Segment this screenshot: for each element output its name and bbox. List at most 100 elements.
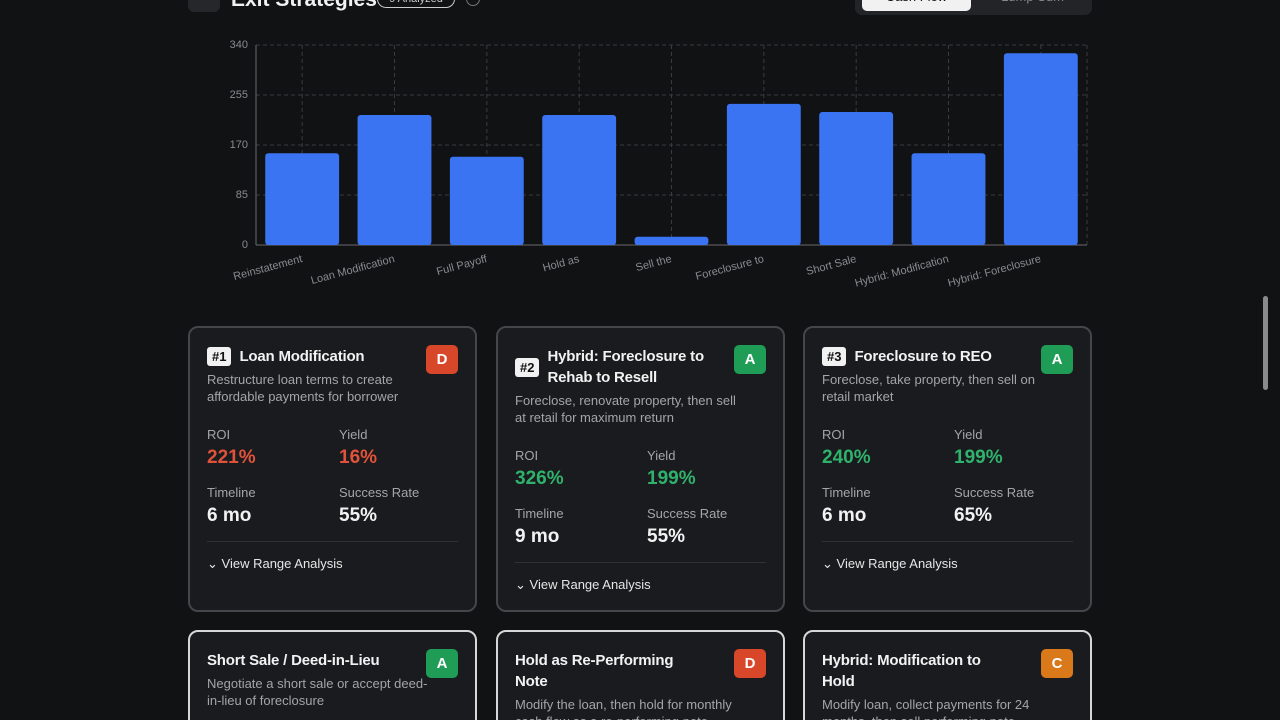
strategy-card[interactable]: Short Sale / Deed-in-Lieu A Negotiate a sh… — [188, 630, 477, 720]
metrics: ROI 221% Yield 16% Timeline 6 mo Success Rate 5… — [207, 427, 458, 527]
card-title: Hybrid: Foreclosure to Rehab to Resell — [547, 348, 704, 386]
metric-value: 16% — [339, 447, 378, 468]
toggle-cash-flow[interactable]: Cash Flow — [862, 0, 971, 11]
x-tick-label: Hybrid: Modification — [854, 253, 950, 290]
divider — [207, 541, 458, 542]
chevron: ⌄ — [515, 577, 530, 592]
y-tick-label: 0 — [242, 239, 248, 251]
divider — [515, 562, 766, 563]
action-label: View Range Analysis — [529, 577, 651, 592]
metric: ROI 326% — [515, 448, 647, 490]
action-label: View Range Analysis — [836, 556, 958, 571]
y-tick-label: 85 — [236, 189, 248, 201]
card-header: #1 Loan Modification — [207, 346, 458, 367]
card-title: Hybrid: Modification to Hold — [822, 652, 981, 690]
metric-label: ROI — [822, 427, 846, 442]
card-description: Foreclose, renovate property, then sell … — [515, 393, 736, 425]
metric-label: ROI — [207, 427, 231, 442]
metric-value: 6 mo — [207, 505, 252, 526]
metric: Timeline 9 mo — [515, 506, 647, 548]
metric-value: 65% — [954, 505, 993, 526]
strategy-card[interactable]: Hybrid: Modification to Hold C Modify loan… — [803, 630, 1092, 720]
card-title: Foreclosure to REO — [854, 348, 992, 365]
grade-badge: C — [1041, 649, 1073, 678]
range-analysis-toggle[interactable]: ⌄ View Range Analysis — [515, 563, 766, 593]
card-header: Hold as Re-Performing Note — [515, 650, 766, 692]
strategy-card[interactable]: Hold as Re-Performing Note D Modify the lo… — [496, 630, 785, 720]
metric-value: 55% — [647, 526, 686, 547]
grade-badge: D — [734, 649, 766, 678]
x-tick-label: Hybrid: Foreclosure — [947, 253, 1043, 289]
grade-badge: A — [426, 649, 458, 678]
card-description: Modify the loan, then hold for monthly c… — [515, 697, 732, 720]
bar — [542, 115, 617, 245]
metric-value: 326% — [515, 468, 564, 489]
metric-value: 240% — [822, 447, 871, 468]
x-tick-label: Hold as — [542, 253, 582, 274]
metric-label: Timeline — [207, 485, 256, 500]
card-header: #3 Foreclosure to REO — [822, 346, 1073, 367]
metric: Yield 199% — [647, 448, 767, 490]
metric: Yield 16% — [339, 427, 459, 469]
metric: ROI 221% — [207, 427, 339, 469]
bar — [911, 153, 986, 245]
card-description: Foreclose, take property, then sell on r… — [822, 372, 1035, 404]
metric: Success Rate 55% — [647, 506, 767, 548]
x-tick-label: Short Sale — [805, 253, 858, 278]
bar — [357, 115, 432, 245]
grade-badge: A — [734, 345, 766, 374]
metric-label: Success Rate — [339, 485, 420, 500]
strategy-card[interactable]: #2 Hybrid: Foreclosure to Rehab to Resell… — [496, 326, 785, 612]
metric-label: Success Rate — [954, 485, 1035, 500]
card-description: Modify loan, collect payments for 24 mon… — [822, 697, 1030, 720]
page-title: Exit Strategies — [231, 0, 377, 12]
grade-badge: D — [426, 345, 458, 374]
metrics: ROI 240% Yield 199% Timeline 6 mo Success Rate… — [822, 427, 1073, 527]
metric: Timeline 6 mo — [822, 485, 954, 527]
chevron: ⌄ — [822, 556, 837, 571]
x-tick-label: Reinstatement — [232, 253, 304, 283]
grade-badge: A — [1041, 345, 1073, 374]
x-tick-label: Loan Modification — [310, 253, 396, 287]
metric: Success Rate 65% — [954, 485, 1074, 527]
bar — [726, 103, 801, 245]
metric-value: 6 mo — [822, 505, 867, 526]
card-description: Negotiate a short sale or accept deed-in… — [207, 676, 428, 708]
metric-label: Yield — [339, 427, 368, 442]
chevron: ⌄ — [207, 556, 222, 571]
toggle-lump-sum[interactable]: Lump Sum — [980, 0, 1085, 11]
card-title: Hold as Re-Performing Note — [515, 652, 674, 690]
metric-value: 199% — [647, 468, 696, 489]
metric-value: 55% — [339, 505, 378, 526]
x-tick-label: Foreclosure to — [694, 253, 765, 283]
metric-label: ROI — [515, 448, 539, 463]
x-tick-label: Full Payoff — [435, 253, 489, 278]
bar — [1003, 53, 1078, 246]
rank-badge: #3 — [822, 347, 847, 366]
bar — [634, 236, 709, 245]
metric: Timeline 6 mo — [207, 485, 339, 527]
action-label: View Range Analysis — [221, 556, 343, 571]
metric-label: Timeline — [515, 506, 564, 521]
back-button[interactable] — [188, 0, 220, 12]
scrollbar[interactable] — [1263, 296, 1268, 390]
card-title: Loan Modification — [239, 348, 365, 365]
strategy-card[interactable]: #1 Loan Modification D Restructure loan ter… — [188, 326, 477, 612]
x-tick-label: Sell the — [634, 253, 673, 274]
metric-value: 199% — [954, 447, 1003, 468]
chart: 0 85 170 255 340 Reinstatement Loan Modificati… — [230, 39, 1088, 290]
card-title: Short Sale / Deed-in-Lieu — [207, 652, 380, 669]
range-analysis-toggle[interactable]: ⌄ View Range Analysis — [207, 542, 458, 572]
y-tick-label: 170 — [230, 139, 248, 151]
metric: ROI 240% — [822, 427, 954, 469]
bar — [819, 112, 894, 245]
rank-badge: #2 — [515, 357, 540, 377]
metric-value: 221% — [207, 447, 256, 468]
metric: Success Rate 55% — [339, 485, 459, 527]
range-analysis-toggle[interactable]: ⌄ View Range Analysis — [822, 542, 1073, 572]
strategy-card[interactable]: #3 Foreclosure to REO A Foreclose, take pro… — [803, 326, 1092, 612]
metric: Yield 199% — [954, 427, 1074, 469]
divider — [822, 541, 1073, 542]
rank-badge: #1 — [207, 347, 232, 366]
